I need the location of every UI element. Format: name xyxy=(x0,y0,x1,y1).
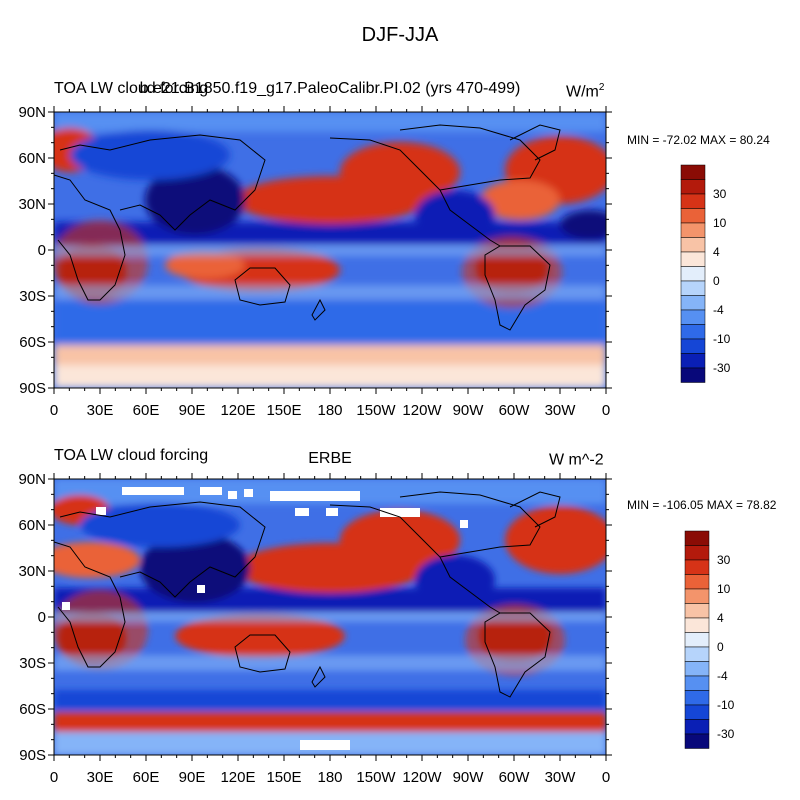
colorbar-box xyxy=(680,193,706,209)
colorbar-box xyxy=(680,237,706,253)
colorbar-label: 4 xyxy=(713,245,720,259)
colorbar-box xyxy=(680,179,706,195)
colorbar-label: -10 xyxy=(713,332,731,346)
panel1-coastlines xyxy=(54,124,561,331)
colorbar-box xyxy=(680,338,706,354)
lat-label: 60N xyxy=(18,150,46,167)
figure-title: DJF-JJA xyxy=(361,24,439,46)
colorbar-label: 0 xyxy=(713,274,720,288)
colorbar-box xyxy=(680,280,706,296)
lat-label: 30N xyxy=(18,196,46,213)
panel2-min-max: MIN = -106.05 MAX = 78.82 xyxy=(627,498,777,512)
colorbar-label: 10 xyxy=(713,216,727,230)
panel1-min-max: MIN = -72.02 MAX = 80.24 xyxy=(627,133,770,147)
colorbar-label: -4 xyxy=(713,303,724,317)
lon-label: 0 xyxy=(602,402,610,419)
colorbar-box xyxy=(680,208,706,224)
panel1-center-title: b.e21.B1850.f19_g17.PaleoCalibr.PI.02 (y… xyxy=(139,80,521,97)
lat-label: 30S xyxy=(19,288,46,305)
lon-label: 120E xyxy=(220,402,255,419)
colorbar-box xyxy=(680,353,706,369)
lon-label: 60E xyxy=(133,402,160,419)
colorbar-box xyxy=(680,266,706,282)
lat-label: 0 xyxy=(38,242,46,259)
colorbar-box xyxy=(680,164,706,180)
colorbar-box xyxy=(680,309,706,325)
colorbar-box xyxy=(680,295,706,311)
lon-label: 60W xyxy=(499,402,531,419)
lon-label: 30W xyxy=(545,402,577,419)
panel1-units: W/m2 xyxy=(566,82,605,101)
colorbar-1: 30 10 4 0 -4 -10 -30 xyxy=(680,164,731,383)
panel2-left-title: TOA LW cloud forcing xyxy=(54,447,209,464)
colorbar-label: -30 xyxy=(713,361,731,375)
lon-label: 0 xyxy=(50,402,58,419)
colorbar-box xyxy=(680,251,706,267)
lat-label: 90N xyxy=(18,104,46,121)
lat-label: 60S xyxy=(19,334,46,351)
panel1-left-title: TOA LW cloud forcing xyxy=(54,80,209,97)
colorbar-box xyxy=(680,222,706,238)
lon-label: 90E xyxy=(179,402,206,419)
lon-label: 30E xyxy=(87,402,114,419)
colorbar-label: 30 xyxy=(713,187,727,201)
colorbar-box xyxy=(680,324,706,340)
colorbar-box xyxy=(680,367,706,383)
panel2-center-title: ERBE xyxy=(308,450,352,467)
lon-label: 150W xyxy=(356,402,396,419)
lon-label: 150E xyxy=(266,402,301,419)
lon-label: 180 xyxy=(317,402,342,419)
lon-label: 90W xyxy=(453,402,485,419)
lat-label: 90S xyxy=(19,380,46,397)
lon-label: 120W xyxy=(402,402,442,419)
panel2-units: W m^-2 xyxy=(549,451,604,469)
